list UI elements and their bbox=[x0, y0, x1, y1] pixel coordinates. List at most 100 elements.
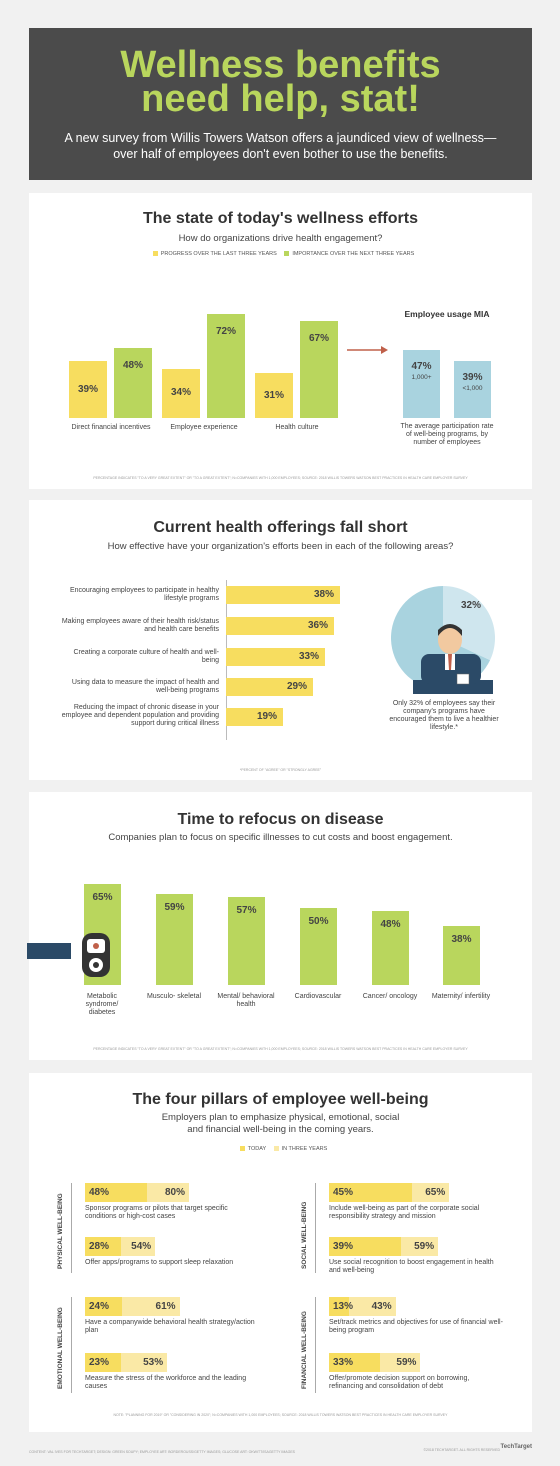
disease-label: Cardiovascular bbox=[294, 993, 342, 1000]
section4-subtitle-line2: and financial well-being in the coming y… bbox=[187, 1124, 374, 1135]
today-value-label: 28% bbox=[89, 1241, 110, 1252]
pillar-bar-today bbox=[85, 1183, 148, 1202]
pillar-item-text: Use social recognition to boost engageme… bbox=[329, 1259, 494, 1274]
pillar-item-text: Include well-being as part of the corpor… bbox=[329, 1205, 480, 1220]
pillar-label: PHYSICAL WELL-BEING bbox=[57, 1193, 64, 1269]
offering-label: Encouraging employees to participate in … bbox=[69, 587, 219, 602]
legend-swatch-three-years bbox=[273, 1146, 279, 1152]
offering-label: Creating a corporate culture of health a… bbox=[73, 649, 219, 664]
section3-footnote: PERCENTAGE INDICATES "TO A VERY GREAT EX… bbox=[93, 1047, 468, 1051]
glucose-meter-illustration bbox=[27, 933, 110, 977]
today-value-label: 23% bbox=[89, 1357, 110, 1368]
page-title-line2: need help, stat! bbox=[141, 78, 420, 120]
today-value-label: 24% bbox=[89, 1301, 110, 1312]
bar-value-label: 34% bbox=[170, 387, 191, 399]
panel-health-offerings: Current health offerings fall short How … bbox=[29, 500, 532, 780]
page-subtitle: A new survey from Willis Towers Watson o… bbox=[64, 131, 497, 161]
three-years-value-label: 59% bbox=[396, 1357, 417, 1368]
three-years-value-label: 59% bbox=[414, 1241, 435, 1252]
pillar-bar-today bbox=[329, 1353, 381, 1372]
pillar-bar-three-years: 39% 59% bbox=[329, 1237, 439, 1256]
bar-importance-1: 72% bbox=[207, 313, 245, 418]
disease-label: Mental/ behavioral health bbox=[217, 993, 275, 1008]
section2-subtitle: How effective have your organization's e… bbox=[107, 541, 454, 552]
header-banner: Wellness benefits need help, stat! A new… bbox=[29, 28, 532, 180]
bar-value-label: 31% bbox=[263, 389, 284, 401]
offering-bar: 38% bbox=[226, 586, 340, 604]
bar-progress-0: 39% bbox=[69, 361, 107, 418]
offering-label: Making employees aware of their health r… bbox=[61, 618, 219, 633]
today-value-label: 39% bbox=[333, 1241, 354, 1252]
legend-today-label: TODAY bbox=[247, 1146, 267, 1152]
panel-wellness-efforts: The state of today's wellness efforts Ho… bbox=[29, 193, 532, 489]
pillar-bar-three-years: 23% 53% bbox=[85, 1353, 168, 1372]
stressed-employee-illustration bbox=[413, 624, 493, 694]
pillar-item-text: Measure the stress of the workforce and … bbox=[85, 1375, 247, 1390]
pillar-divider bbox=[315, 1183, 316, 1273]
category-label: Health culture bbox=[275, 424, 319, 431]
bar-value-label: 72% bbox=[215, 325, 236, 337]
offering-bar: 29% bbox=[226, 678, 313, 696]
disease-label: Metabolic syndrome/ diabetes bbox=[85, 993, 119, 1016]
panel-four-pillars: The four pillars of employee well-being … bbox=[29, 1073, 532, 1432]
pillar-item-text: Offer apps/programs to support sleep rel… bbox=[85, 1259, 234, 1266]
page-title-line1: Wellness benefits bbox=[120, 44, 441, 86]
today-value-label: 48% bbox=[89, 1187, 110, 1198]
bar-value-label: 65% bbox=[92, 892, 113, 904]
section2-title: Current health offerings fall short bbox=[153, 519, 408, 536]
legend-importance-label: IMPORTANCE OVER THE NEXT THREE YEARS bbox=[292, 251, 415, 257]
bar-importance-2: 67% bbox=[300, 320, 338, 418]
section2-footnote: *PERCENT OF "AGREE" OR "STRONGLY AGREE" bbox=[239, 768, 322, 772]
bar-value-label: 39% bbox=[462, 372, 483, 384]
credits-left: CONTENT: VAL IVES FOR TECHTARGET; DESIGN… bbox=[29, 1450, 296, 1454]
offering-bar: 36% bbox=[226, 617, 334, 635]
category-label: Direct financial incentives bbox=[71, 424, 151, 431]
pie-value-label: 32% bbox=[461, 600, 482, 611]
bar-usage-1: 39% <1,000 bbox=[454, 361, 491, 418]
credits-right: ©2018 TECHTARGET. ALL RIGHTS RESERVED bbox=[423, 1448, 500, 1452]
legend-swatch-progress bbox=[152, 251, 158, 257]
bar-value-label: 67% bbox=[308, 332, 329, 344]
today-value-label: 33% bbox=[333, 1357, 354, 1368]
section4-footnote: NOTE: "PLANNING FOR 2019" OR "CONSIDERIN… bbox=[113, 1413, 448, 1417]
pillar-bar-today bbox=[85, 1353, 121, 1372]
pillar-item-text: Offer/promote decision support on borrow… bbox=[329, 1375, 470, 1390]
today-value-label: 45% bbox=[333, 1187, 354, 1198]
pillar-label: FINANCIAL WELL-BEING bbox=[301, 1311, 308, 1389]
bar-value-label: 38% bbox=[313, 589, 334, 600]
section1-subtitle: How do organizations drive health engage… bbox=[178, 233, 383, 244]
today-value-label: 13% bbox=[333, 1301, 354, 1312]
pillar-bar-three-years: 45% 65% bbox=[329, 1183, 450, 1202]
bar-value-label: 19% bbox=[256, 711, 277, 722]
bar-progress-2: 31% bbox=[255, 373, 293, 418]
section1-legend: PROGRESS OVER THE LAST THREE YEARS IMPOR… bbox=[29, 251, 532, 257]
section1-title: The state of today's wellness efforts bbox=[143, 210, 418, 227]
bar-value-label: 47% bbox=[411, 360, 432, 372]
disease-label: Maternity/ infertility bbox=[431, 993, 491, 1000]
bar-value-label: 29% bbox=[286, 681, 307, 692]
pillar-label: SOCIAL WELL-BEING bbox=[301, 1201, 308, 1269]
legend-swatch-importance bbox=[284, 251, 290, 257]
offering-label: Reducing the impact of chronic disease i… bbox=[61, 704, 219, 727]
three-years-value-label: 43% bbox=[371, 1301, 392, 1312]
pillar-bar-today bbox=[329, 1237, 402, 1256]
usage-caption: The average participation rate of well-b… bbox=[400, 423, 494, 446]
three-years-value-label: 54% bbox=[131, 1241, 152, 1252]
three-years-value-label: 53% bbox=[143, 1357, 164, 1368]
bar-value-label: 36% bbox=[307, 620, 328, 631]
disease-bar: 57% bbox=[228, 896, 265, 985]
offering-bar: 19% bbox=[226, 708, 283, 726]
techtarget-logo: TechTarget bbox=[500, 1444, 532, 1450]
disease-bar: 50% bbox=[300, 907, 337, 985]
section3-subtitle: Companies plan to focus on specific illn… bbox=[108, 832, 453, 843]
pie-caption: Only 32% of employees say their company'… bbox=[389, 700, 499, 731]
three-years-value-label: 65% bbox=[425, 1187, 446, 1198]
panel-refocus-disease: Time to refocus on disease Companies pla… bbox=[27, 792, 532, 1060]
disease-bar: 59% bbox=[156, 893, 193, 985]
three-years-value-label: 61% bbox=[155, 1301, 176, 1312]
category-label: Employee experience bbox=[170, 424, 238, 431]
arrow-icon bbox=[347, 346, 388, 354]
section4-subtitle-line1: Employers plan to emphasize physical, em… bbox=[161, 1112, 400, 1123]
disease-label: Musculo- skeletal bbox=[146, 993, 202, 1000]
pillar-bar-three-years: 33% 59% bbox=[329, 1353, 421, 1372]
